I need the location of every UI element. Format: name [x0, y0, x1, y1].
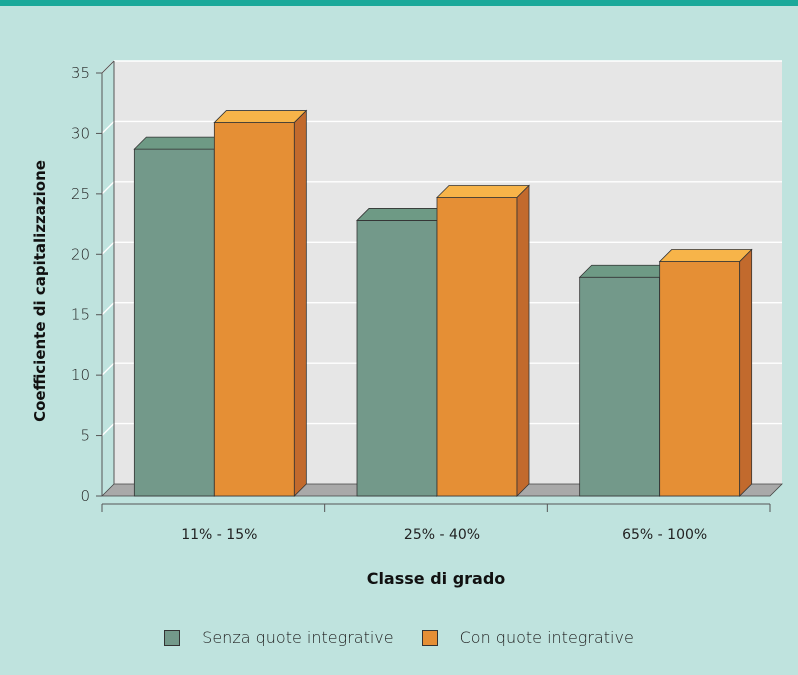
- x-tick-label: 11% - 15%: [181, 527, 257, 543]
- bar-2-3: [658, 248, 753, 497]
- y-tick-label: 35: [71, 64, 90, 82]
- bar-2-2: [436, 184, 530, 497]
- bars: [133, 109, 753, 497]
- y-tick-label: 30: [71, 124, 90, 142]
- bar-1-1: [133, 136, 228, 497]
- legend-item-series-2: Con quote integrative: [421, 628, 634, 647]
- bar-1-3: [578, 264, 673, 497]
- x-tick-labels: 11% - 15% 25% - 40% 65% - 100%: [181, 527, 707, 543]
- y-tick-label: 0: [80, 487, 90, 505]
- bar-2-1: [213, 109, 308, 497]
- y-tick-label: 15: [71, 306, 90, 324]
- legend-label-series-1: Senza quote integrative: [202, 628, 394, 647]
- y-tick-label: 10: [71, 366, 90, 384]
- x-axis-label: Classe di grado: [367, 569, 506, 588]
- x-tick-label: 25% - 40%: [404, 527, 480, 543]
- y-tick-labels: 0 5 10 15 20 25 30 35: [71, 64, 90, 505]
- bar-chart: 0 5 10 15 20 25 30 35 11% - 15% 25% - 40% 65% - 1…: [31, 60, 783, 588]
- y-tick-label: 5: [80, 427, 90, 445]
- y-axis-label: Coefficiente di capitalizzazione: [31, 160, 49, 422]
- legend: Senza quote integrative Con quote integr…: [0, 628, 798, 647]
- legend-label-series-2: Con quote integrative: [459, 628, 634, 647]
- axes: [96, 60, 771, 512]
- bar-1-2: [356, 207, 450, 497]
- legend-item-series-1: Senza quote integrative: [164, 628, 394, 647]
- x-tick-label: 65% - 100%: [622, 527, 707, 543]
- y-tick-label: 20: [71, 245, 90, 263]
- y-tick-label: 25: [71, 185, 90, 203]
- legend-swatch-series-2: [421, 629, 438, 646]
- legend-swatch-series-1: [164, 629, 181, 646]
